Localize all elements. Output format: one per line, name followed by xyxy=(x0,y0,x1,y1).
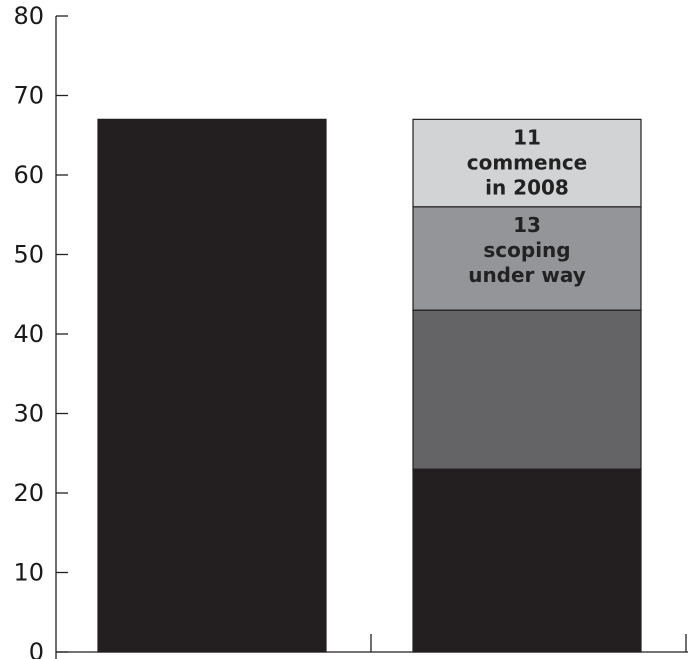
y-tick-label: 0 xyxy=(29,638,44,659)
y-tick-label: 60 xyxy=(13,161,44,189)
y-tick-label: 20 xyxy=(13,479,44,507)
y-tick-label: 70 xyxy=(13,82,44,110)
segment-label: 13 xyxy=(513,213,541,237)
segment-label: 11 xyxy=(513,125,541,149)
bar-2-segment-1 xyxy=(412,468,642,653)
y-tick-label: 50 xyxy=(13,241,44,269)
y-axis: 0 10 20 30 40 50 60 70 80 xyxy=(13,2,68,659)
x-axis xyxy=(56,634,688,653)
segment-label: commence xyxy=(467,150,588,174)
segment-label: scoping xyxy=(483,238,570,262)
y-tick-label: 40 xyxy=(13,320,44,348)
segment-label: in 2008 xyxy=(485,175,569,199)
y-tick-label: 10 xyxy=(13,559,44,587)
y-tick-label: 80 xyxy=(13,2,44,30)
bar-1 xyxy=(97,118,327,653)
bar-2-segment-2 xyxy=(412,309,642,470)
y-tick-label: 30 xyxy=(13,400,44,428)
segment-label: under way xyxy=(468,263,586,287)
bar-2-segment-4 xyxy=(412,118,642,208)
bar-1-segment-1 xyxy=(97,118,327,653)
